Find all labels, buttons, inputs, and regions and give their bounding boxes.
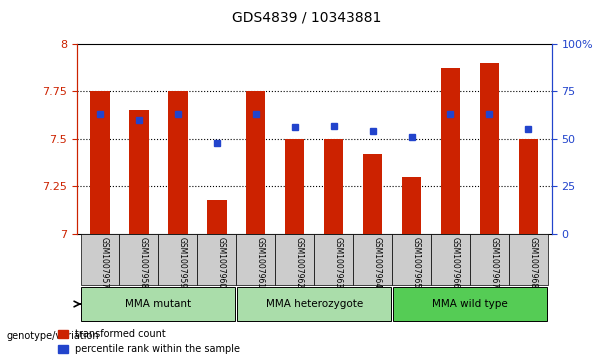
FancyBboxPatch shape [158, 234, 197, 285]
Text: MMA wild type: MMA wild type [432, 299, 508, 309]
Bar [479, 62, 499, 234]
Bar [207, 200, 227, 234]
Text: GSM1007963: GSM1007963 [333, 237, 343, 288]
Text: MMA heterozygote: MMA heterozygote [265, 299, 363, 309]
FancyBboxPatch shape [314, 234, 353, 285]
FancyBboxPatch shape [82, 287, 235, 321]
Text: GSM1007959: GSM1007959 [178, 237, 187, 288]
FancyBboxPatch shape [80, 234, 120, 285]
FancyBboxPatch shape [509, 234, 548, 285]
FancyBboxPatch shape [120, 234, 158, 285]
Text: GSM1007967: GSM1007967 [489, 237, 498, 288]
FancyBboxPatch shape [393, 287, 547, 321]
Text: GSM1007968: GSM1007968 [528, 237, 538, 288]
FancyBboxPatch shape [353, 234, 392, 285]
Bar [363, 154, 383, 234]
Text: GDS4839 / 10343881: GDS4839 / 10343881 [232, 11, 381, 25]
Bar [129, 110, 149, 234]
FancyBboxPatch shape [237, 287, 391, 321]
Text: GSM1007966: GSM1007966 [451, 237, 460, 288]
Bar [285, 139, 305, 234]
Bar [90, 91, 110, 234]
Text: GSM1007964: GSM1007964 [373, 237, 381, 288]
Text: genotype/variation: genotype/variation [6, 331, 99, 341]
Text: GSM1007958: GSM1007958 [139, 237, 148, 288]
Bar [402, 177, 421, 234]
FancyBboxPatch shape [275, 234, 314, 285]
FancyBboxPatch shape [197, 234, 236, 285]
Bar [324, 139, 343, 234]
Text: GSM1007962: GSM1007962 [295, 237, 303, 288]
FancyBboxPatch shape [431, 234, 470, 285]
Text: GSM1007961: GSM1007961 [256, 237, 265, 288]
Text: GSM1007957: GSM1007957 [100, 237, 109, 288]
Text: GSM1007960: GSM1007960 [217, 237, 226, 288]
Bar [441, 68, 460, 234]
Bar [168, 91, 188, 234]
Bar [519, 139, 538, 234]
Text: GSM1007965: GSM1007965 [411, 237, 421, 288]
FancyBboxPatch shape [236, 234, 275, 285]
FancyBboxPatch shape [392, 234, 431, 285]
Text: MMA mutant: MMA mutant [125, 299, 191, 309]
Bar [246, 91, 265, 234]
Legend: transformed count, percentile rank within the sample: transformed count, percentile rank withi… [54, 326, 244, 358]
FancyBboxPatch shape [470, 234, 509, 285]
